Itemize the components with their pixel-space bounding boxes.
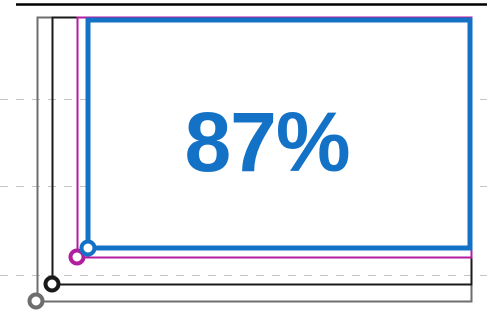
magenta-origin-handle[interactable] <box>68 248 86 266</box>
blue-frame <box>85 17 473 251</box>
percentage-value: 87% <box>184 95 349 189</box>
gray-origin-handle[interactable] <box>27 292 45 310</box>
blue-origin-handle[interactable] <box>79 239 97 257</box>
black-origin-handle[interactable] <box>43 275 61 293</box>
